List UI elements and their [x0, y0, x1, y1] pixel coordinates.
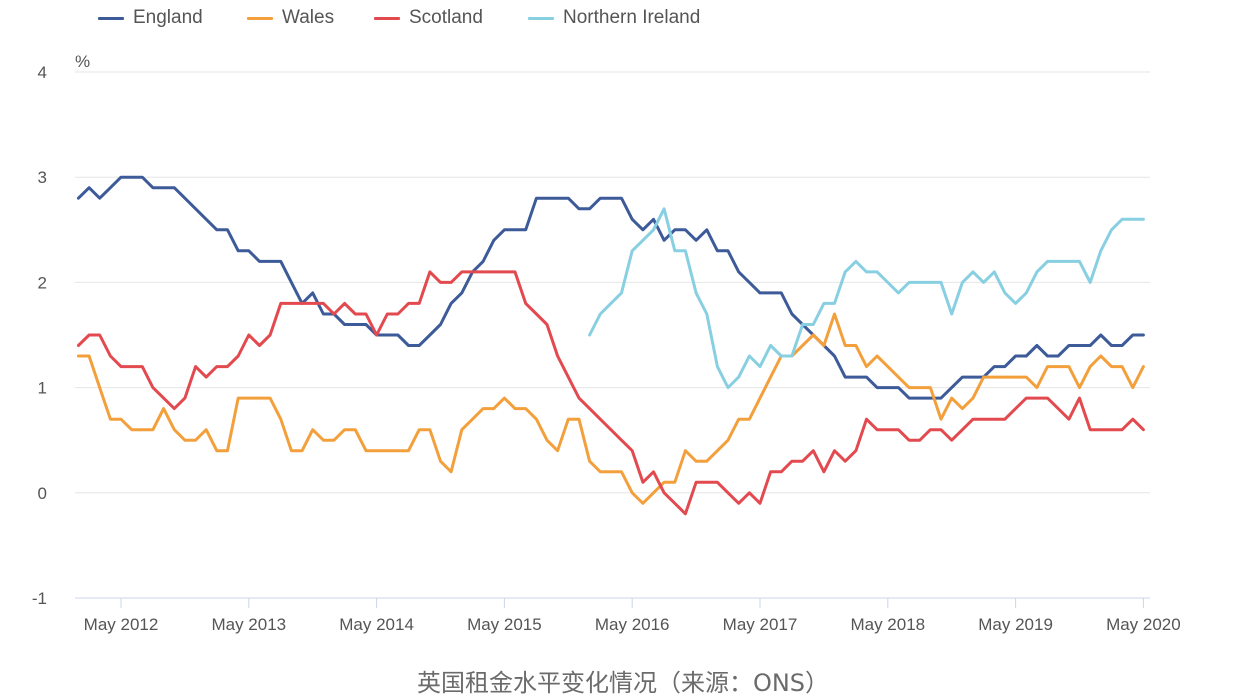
chart-caption: 英国租金水平变化情况（来源：ONS） — [416, 669, 830, 697]
y-axis: % 4 3 2 1 0 -1 — [32, 52, 90, 608]
gridlines — [75, 71, 1150, 494]
y-tick-label: 2 — [38, 273, 47, 292]
y-tick-label: 0 — [38, 484, 47, 503]
legend-item-scotland[interactable]: Scotland — [374, 6, 483, 30]
x-tick-label: May 2019 — [978, 615, 1053, 634]
x-tick-label: May 2014 — [339, 615, 414, 634]
x-tick-label: May 2013 — [211, 615, 286, 634]
legend-label-scotland: Scotland — [409, 7, 483, 28]
x-tick-label: May 2018 — [850, 615, 925, 634]
y-tick-label: -1 — [32, 589, 47, 608]
legend-label-wales: Wales — [282, 7, 335, 28]
series-line-england[interactable] — [76, 175, 1145, 400]
y-tick-label: 1 — [38, 379, 47, 398]
series-lines — [76, 175, 1145, 516]
legend-label-england: England — [133, 7, 203, 28]
legend-swatch-wales — [247, 16, 273, 20]
legend-swatch-england — [98, 16, 124, 20]
y-axis-unit-label: % — [75, 52, 90, 71]
y-tick-label: 4 — [38, 63, 47, 82]
series-line-northern-ireland[interactable] — [588, 207, 1145, 390]
legend-item-northern-ireland[interactable]: Northern Ireland — [528, 6, 700, 30]
legend-swatch-northern-ireland — [528, 16, 554, 20]
y-tick-label: 3 — [38, 168, 47, 187]
legend-label-northern-ireland: Northern Ireland — [563, 7, 701, 28]
x-tick-label: May 2017 — [723, 615, 798, 634]
x-axis: May 2012 May 2013 May 2014 May 2015 May 2016… — [75, 597, 1181, 634]
legend-item-england[interactable]: England — [98, 6, 203, 30]
series-line-wales[interactable] — [76, 312, 1145, 505]
legend-swatch-scotland — [374, 16, 400, 20]
x-tick-label: May 2012 — [84, 615, 159, 634]
x-tick-label: May 2015 — [467, 615, 542, 634]
x-tick-label: May 2016 — [595, 615, 670, 634]
series-line-scotland[interactable] — [76, 270, 1145, 516]
legend-item-wales[interactable]: Wales — [247, 6, 334, 30]
x-tick-label: May 2020 — [1106, 615, 1181, 634]
